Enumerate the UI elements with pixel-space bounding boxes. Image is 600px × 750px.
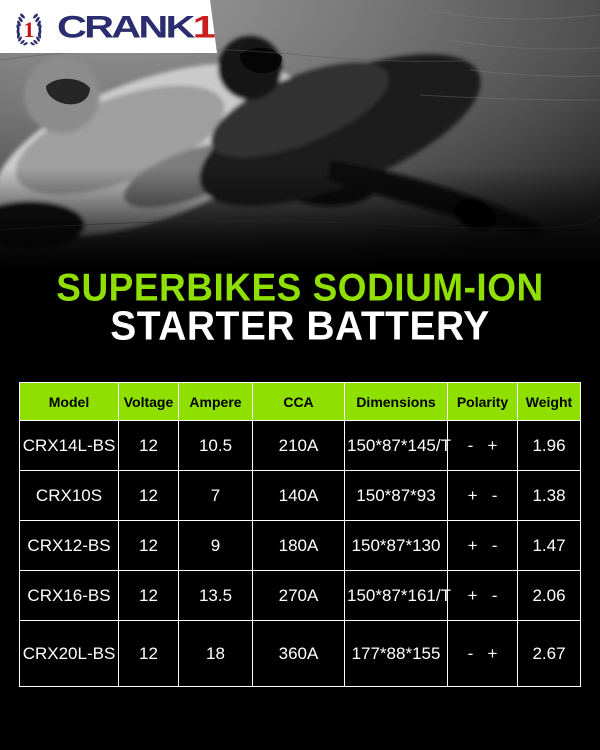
- svg-text:1: 1: [24, 17, 35, 42]
